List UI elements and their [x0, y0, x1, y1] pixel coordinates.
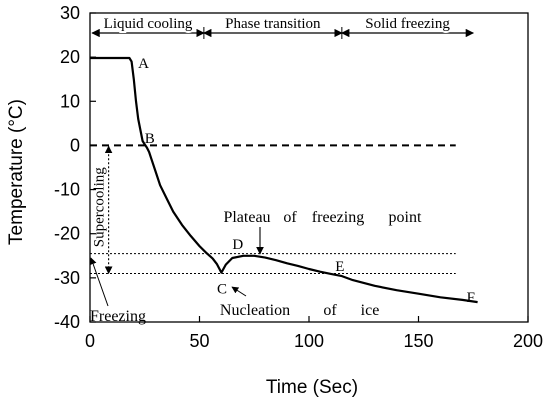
plateau-label-word: of: [283, 209, 297, 226]
supercooling-label: Supercooling: [92, 167, 108, 247]
freezing-label: Freezing: [90, 308, 146, 325]
nucleation-arrow: [231, 286, 247, 297]
point-label-a: A: [138, 56, 149, 72]
y-tick-label: -40: [54, 312, 80, 332]
y-tick-label: 0: [70, 135, 80, 155]
nucleation-label-word: ice: [361, 302, 380, 319]
phase-label: Liquid cooling: [104, 16, 193, 32]
y-tick-label: -30: [54, 268, 80, 288]
point-label-f: F: [467, 290, 475, 306]
point-label-d: D: [232, 237, 243, 253]
phase-label: Solid freezing: [365, 16, 450, 32]
y-tick-label: 30: [60, 3, 80, 23]
phase-label: Phase transition: [225, 16, 321, 32]
x-axis-label: Time (Sec): [266, 377, 358, 398]
temperature-curve: [90, 56, 478, 304]
x-tick-label: 50: [189, 331, 209, 351]
x-tick-label: 100: [294, 331, 324, 351]
x-tick-label: 200: [513, 331, 543, 351]
point-label-b: B: [145, 131, 155, 147]
nucleation-label-word: of: [323, 302, 337, 319]
nucleation-label-word: Nucleation: [220, 302, 290, 319]
plateau-label-word: freezing: [312, 209, 364, 226]
y-tick-label: -10: [54, 180, 80, 200]
y-axis-label: Temperature (°C): [6, 99, 27, 245]
freezing-arrow: [89, 257, 109, 307]
x-tick-label: 150: [403, 331, 433, 351]
y-tick-label: -20: [54, 224, 80, 244]
plateau-label-word: point: [389, 209, 422, 226]
point-label-e: E: [335, 259, 344, 275]
plateau-label-word: Plateau: [223, 209, 270, 226]
x-tick-label: 0: [85, 331, 95, 351]
y-tick-label: 20: [60, 47, 80, 67]
point-label-c: C: [217, 281, 227, 297]
y-tick-label: 10: [60, 91, 80, 111]
